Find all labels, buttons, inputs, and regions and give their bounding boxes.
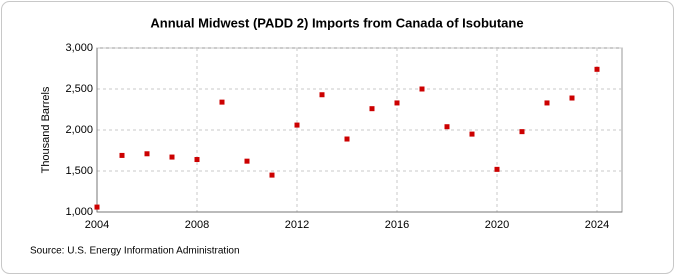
y-tick-label: 2,500: [65, 83, 93, 95]
x-tick-label: 2008: [185, 219, 209, 231]
point: [144, 151, 150, 157]
y-tick-label: 3,000: [65, 42, 93, 54]
x-tick-label: 2016: [385, 219, 409, 231]
point: [394, 100, 400, 106]
y-tick-label: 1,000: [65, 206, 93, 218]
point: [369, 106, 375, 112]
source: Source: U.S. Energy Information Administ…: [30, 246, 240, 257]
point: [194, 157, 200, 163]
point: [294, 122, 300, 128]
y-tick-label: 2,000: [65, 124, 93, 136]
x-tick-label: 2024: [585, 219, 609, 231]
point: [494, 166, 500, 172]
point: [444, 124, 450, 130]
point: [219, 99, 225, 105]
point: [244, 158, 250, 164]
point: [344, 136, 350, 142]
point: [419, 86, 425, 92]
x-tick-label: 2020: [485, 219, 509, 231]
plot-area: [96, 47, 623, 213]
point: [119, 152, 125, 158]
point: [269, 172, 275, 178]
point: [94, 204, 100, 210]
chart-title: Annual Midwest (PADD 2) Imports from Can…: [150, 15, 523, 30]
x-tick-label: 2012: [285, 219, 309, 231]
point: [544, 100, 550, 106]
point: [569, 95, 575, 101]
point: [169, 154, 175, 160]
point: [469, 131, 475, 137]
point: [594, 66, 600, 72]
point: [519, 129, 525, 135]
point: [319, 92, 325, 98]
y-tick-label: 1,500: [65, 165, 93, 177]
y-axis-label: Thousand Barrels: [40, 86, 52, 173]
x-tick-label: 2004: [85, 219, 109, 231]
